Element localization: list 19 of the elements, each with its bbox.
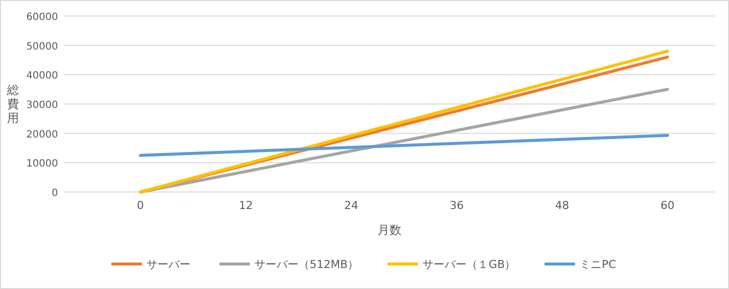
y-tick-label: 60000	[26, 12, 58, 23]
y-tick-label: 50000	[26, 41, 58, 52]
x-tick-label: 48	[555, 199, 570, 212]
legend-label: サーバー（512MB）	[254, 258, 359, 271]
legend-label: ミニPC	[580, 258, 616, 271]
y-axis-title: 総費用	[6, 83, 19, 125]
y-tick-label: 40000	[26, 70, 58, 82]
legend-label: サーバー	[146, 258, 191, 271]
x-tick-label: 60	[660, 199, 675, 212]
y-tick-label: 0	[52, 188, 58, 199]
y-tick-label: 10000	[26, 158, 58, 170]
y-tick-label: 20000	[26, 129, 58, 140]
x-tick-label: 0	[136, 199, 144, 212]
legend-label: サーバー（１GB）	[422, 258, 516, 271]
x-tick-label: 12	[238, 199, 253, 212]
x-tick-label: 24	[344, 199, 358, 212]
y-tick-label: 30000	[26, 100, 58, 111]
x-tick-label: 36	[450, 199, 464, 212]
x-axis-title: 月数	[378, 223, 402, 237]
